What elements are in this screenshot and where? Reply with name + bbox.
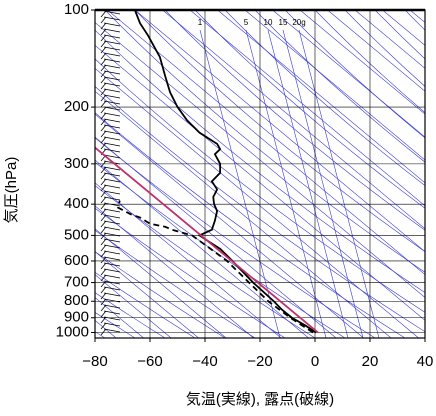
barb: [101, 113, 120, 119]
adiabat: [0, 10, 405, 338]
y-tick-label: 400: [64, 195, 89, 212]
barb: [101, 209, 120, 215]
mixing-ratio-line: [246, 30, 326, 338]
isotherm: [0, 10, 309, 338]
adiabat: [315, 10, 436, 338]
isotherm: [0, 10, 364, 338]
mixing-ratio-label: 1: [198, 18, 203, 27]
barb: [101, 131, 120, 137]
y-tick-label: 200: [64, 98, 89, 115]
barb: [101, 329, 120, 335]
grid: [91, 10, 425, 342]
adiabat: [0, 10, 375, 338]
mixing-ratio-line: [283, 30, 363, 338]
y-tick-label: 800: [64, 292, 89, 309]
barb: [101, 299, 120, 305]
adiabat: [0, 10, 285, 338]
adiabat: [285, 10, 436, 338]
barb: [101, 287, 120, 293]
mixing-ratio-label: 15: [279, 18, 288, 27]
x-tick-label: −20: [247, 353, 272, 370]
y-tick-label: 500: [64, 226, 89, 243]
adiabat: [135, 10, 436, 338]
x-axis-label: 気温(実線), 露点(破線): [186, 391, 334, 408]
x-tick-label: 40: [417, 353, 434, 370]
barb: [101, 23, 120, 29]
barb: [101, 275, 120, 281]
y-tick-label: 300: [64, 155, 89, 172]
barb: [101, 233, 120, 239]
barb: [101, 293, 120, 299]
profile-line: [95, 148, 318, 333]
isotherm: [0, 10, 391, 338]
y-tick-label: 700: [64, 274, 89, 291]
adiabat: [0, 10, 345, 338]
x-tick-label: −80: [82, 353, 107, 370]
adiabat: [0, 10, 195, 338]
isotherm: [273, 10, 436, 338]
barb: [101, 83, 120, 89]
y-tick-label: 100: [64, 1, 89, 18]
barb: [101, 251, 120, 257]
barb: [101, 263, 120, 269]
barb: [101, 137, 120, 143]
adiabat: [375, 10, 436, 338]
y-tick-label: 1000: [56, 323, 89, 340]
barb: [101, 167, 120, 173]
y-tick-label: 600: [64, 252, 89, 269]
mixing-ratio-line: [299, 30, 379, 338]
adiabat: [0, 10, 315, 338]
barb: [101, 143, 120, 149]
adiabat: [45, 10, 436, 338]
barb: [101, 65, 120, 71]
x-tick-label: 20: [362, 353, 379, 370]
x-tick-label: −40: [192, 353, 217, 370]
isotherm: [245, 10, 436, 338]
y-axis-label: 気圧(hPa): [3, 157, 20, 224]
barb: [101, 35, 120, 41]
isotherm: [0, 10, 336, 338]
barb: [101, 47, 120, 53]
barb: [101, 71, 120, 77]
isotherm: [0, 10, 199, 338]
barb: [101, 227, 120, 233]
x-tick-label: −60: [137, 353, 162, 370]
barb: [101, 11, 120, 17]
profiles: [95, 10, 318, 333]
barb: [101, 41, 120, 47]
x-tick-label: 0: [311, 353, 319, 370]
mixing-ratio-label: 10: [264, 18, 273, 27]
adiabat: [195, 10, 436, 338]
isotherm: [383, 10, 436, 338]
barb: [101, 125, 120, 131]
isotherm: [135, 10, 436, 338]
isotherm: [218, 10, 436, 338]
mixing-ratio-label: 5: [244, 18, 249, 27]
profile-line: [135, 10, 316, 333]
adiabat: [255, 10, 436, 338]
isotherm: [80, 10, 436, 338]
mixing-ratio-label: 20g: [292, 18, 305, 27]
barb: [101, 77, 120, 83]
